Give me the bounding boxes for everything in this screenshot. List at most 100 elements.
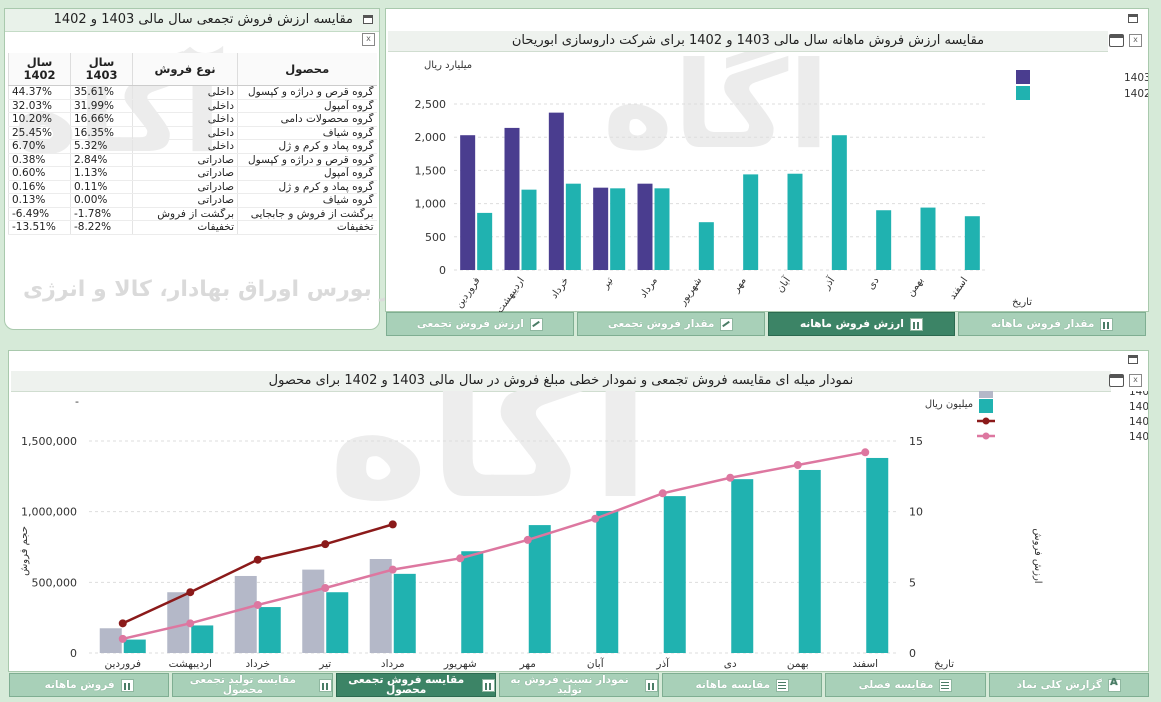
tab-button[interactable]: مقایسه فصلی <box>825 673 986 697</box>
cell-sale-type: داخلی <box>132 126 238 140</box>
cell-product: گروه قرص و دراژه و کپسول <box>237 153 377 167</box>
x-tick-label: آذر <box>819 273 838 292</box>
cell-sale-type: صادراتی <box>132 166 238 181</box>
top-panel-title <box>386 9 1148 31</box>
maximize-icon[interactable] <box>1128 14 1138 23</box>
tab-label: ارزش فروش ماهانه <box>799 318 904 330</box>
tab-button[interactable]: نمودار نسبت فروش به تولید <box>498 673 660 697</box>
tab-label: ارزش فروش تجمعی <box>416 318 524 330</box>
tab-label: مقایسه فروش تجمعی محصول <box>348 674 465 696</box>
tab-button[interactable]: گزارش کلی نماد <box>988 673 1149 697</box>
cell-sale-type: صادراتی <box>132 180 238 194</box>
table-row[interactable]: گروه آمپول صادراتی 1.13% 0.60% <box>8 166 377 181</box>
tab-button[interactable]: فروش ماهانه <box>9 673 170 697</box>
y-left-tick-label: 1,500,000 <box>21 435 77 448</box>
table-row[interactable]: گروه پماد و کرم و ژل صادراتی 0.11% 0.16% <box>8 180 377 194</box>
bar-1402 <box>964 216 980 270</box>
cell-1402: -6.49% <box>8 207 71 221</box>
bar-cum-1403 <box>369 559 392 653</box>
col-product[interactable]: محصول <box>237 53 377 86</box>
value-1403-point <box>186 588 195 597</box>
bar-chart-icon <box>909 317 923 331</box>
share-table: محصول نوع فروش سال 1403 سال 1402 گروه قر… <box>8 53 377 235</box>
tab-button[interactable]: مقدار فروش ماهانه <box>958 312 1146 336</box>
value-1402-point <box>726 473 735 482</box>
value-1402-point <box>861 448 870 457</box>
bar-cum-1402 <box>866 457 889 653</box>
cell-1402: 6.70% <box>8 139 71 154</box>
y-axis-label: میلیارد ریال <box>424 60 472 71</box>
chart-watermark: آگاه <box>603 52 833 176</box>
bar-cum-1402 <box>191 625 214 653</box>
grid-icon <box>939 678 953 692</box>
tab-label: گزارش کلی نماد <box>1016 679 1103 691</box>
table-row[interactable]: گروه شیاف صادراتی 0.00% 0.13% <box>8 193 377 208</box>
cell-1402: 0.38% <box>8 153 71 167</box>
x-tick-label: دی <box>866 275 882 291</box>
tab-button[interactable]: مقایسه فروش تجمعی محصول <box>335 673 496 697</box>
bar-chart-icon <box>481 678 495 692</box>
value-1403-point <box>321 540 330 549</box>
tab-button[interactable]: مقدار فروش تجمعی <box>576 312 765 336</box>
maximize-icon[interactable] <box>363 15 373 24</box>
table-row[interactable]: گروه قرص و دراژه و کپسول صادراتی 2.84% 0.38… <box>8 153 377 167</box>
tab-label: مقایسه فصلی <box>858 679 934 691</box>
value-1402-point <box>793 461 802 470</box>
value-1402-point <box>186 619 195 628</box>
bar-cum-1402 <box>326 592 349 653</box>
cell-sale-type: داخلی <box>132 112 238 127</box>
tab-button[interactable]: ارزش فروش تجمعی <box>386 312 574 336</box>
export-icon[interactable]: x <box>362 33 375 46</box>
table-row[interactable]: گروه محصولات دامی داخلی 16.66% 10.20% <box>8 112 377 127</box>
bar-1403 <box>548 112 564 270</box>
x-tick-label: فروردین <box>104 658 141 670</box>
x-tick-label: آذر <box>655 657 670 670</box>
value-1402-point <box>523 535 532 544</box>
tab-label: مقایسه تولید تجمعی محصول <box>189 674 297 696</box>
table-row[interactable]: گروه شیاف داخلی 16.35% 25.45% <box>8 126 377 140</box>
top-chart-tabs: ارزش فروش تجمعی مقدار فروش تجمعی ارزش فروش… <box>386 312 1146 336</box>
col-1402[interactable]: سال 1402 <box>8 53 71 86</box>
x-tick-label: تیر <box>600 275 616 292</box>
print-icon[interactable] <box>1109 374 1124 387</box>
table-row[interactable]: گروه آمپول داخلی 31.99% 32.03% <box>8 99 377 113</box>
bar-cum-1402 <box>663 496 686 653</box>
tab-label: مقدار فروش تجمعی <box>607 318 715 330</box>
tab-button[interactable]: ارزش فروش ماهانه <box>767 312 956 336</box>
table-row[interactable]: گروه قرص و دراژه و کپسول داخلی 35.61% 44.37… <box>8 85 377 100</box>
bar-1402 <box>698 222 714 270</box>
y-tick-label: 0 <box>439 264 446 277</box>
table-row[interactable]: گروه پماد و کرم و ژل داخلی 5.32% 6.70% <box>8 139 377 154</box>
bar-1403 <box>504 127 520 271</box>
value-1403-point <box>253 555 262 564</box>
col-1403[interactable]: سال 1403 <box>70 53 133 86</box>
x-tick-label: بهمن <box>905 275 926 298</box>
tab-button[interactable]: مقایسه تولید تجمعی محصول <box>172 673 333 697</box>
bar-chart-icon <box>645 678 659 692</box>
tab-button[interactable]: مقایسه ماهانه <box>662 673 823 697</box>
table-row[interactable]: برگشت از فروش و جابجایی برگشت از فروش -1.7… <box>8 207 377 221</box>
bar-cum-1402 <box>461 551 484 653</box>
cell-1403: 0.00% <box>70 193 133 208</box>
bar-chart-icon <box>318 678 332 692</box>
bar-cum-1402 <box>258 607 281 653</box>
tab-label: نمودار نسبت فروش به تولید <box>510 674 629 696</box>
export-icon[interactable]: x <box>1129 374 1142 387</box>
cell-1403: -1.78% <box>70 207 133 221</box>
bar-1402 <box>831 135 847 270</box>
top-chart-subtitle: مقایسه ارزش فروش ماهانه سال مالی 1403 و … <box>388 31 1108 52</box>
cell-product: گروه شیاف <box>237 193 377 208</box>
legend-label: ارزش فروش تجمعی 1403 <box>1129 416 1148 428</box>
bar-cum-1402 <box>123 639 146 653</box>
print-icon[interactable] <box>1109 34 1124 47</box>
cell-sale-type: صادراتی <box>132 153 238 167</box>
maximize-icon[interactable] <box>1128 355 1138 364</box>
legend-marker <box>982 432 990 440</box>
table-row[interactable]: تخفیفات تخفیفات -8.22% -13.51% <box>8 220 377 235</box>
y-tick-label: 500 <box>425 231 446 244</box>
x-tick-label: تیر <box>318 658 331 670</box>
export-icon[interactable]: x <box>1129 34 1142 47</box>
bar-1402 <box>477 212 493 270</box>
cell-sale-type: داخلی <box>132 85 238 100</box>
col-sale-type[interactable]: نوع فروش <box>132 53 238 86</box>
